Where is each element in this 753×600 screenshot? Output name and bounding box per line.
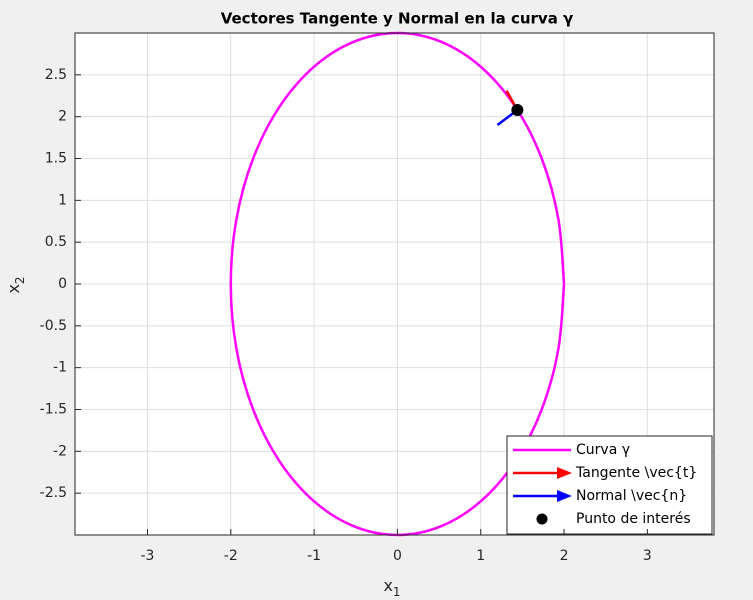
x-tick-label: 2 [560,548,569,564]
point [511,103,524,116]
legend-label: Normal \vec{n} [576,488,687,504]
y-tick-label: -2 [53,443,67,459]
y-tick-label: -2.5 [40,485,67,501]
legend-label: Punto de interés [576,511,691,527]
legend-arrowhead [557,467,572,479]
y-tick-label: -1.5 [40,402,67,418]
x-tick-label: -2 [224,548,238,564]
y-tick-label: 1 [58,192,67,208]
y-tick-label: 0.5 [45,234,67,250]
y-tick-label: 0 [58,276,67,292]
data [229,31,566,537]
x-tick-label: 3 [643,548,652,564]
legend-arrowhead [557,490,572,502]
legend-label: Curva γ [576,442,630,458]
x-axis-label: x1 [383,576,400,599]
y-axis-label: x2 [4,276,27,293]
x-tick-label: 0 [393,548,402,564]
y-tick-label: -1 [53,360,67,376]
y-tick-label: 2 [58,109,67,125]
x-axis-label-sub: 1 [393,585,401,599]
x-tick-label: -1 [307,548,321,564]
y-tick-label: 2.5 [45,67,67,83]
legend-marker [536,513,548,525]
legend: Curva γ Tangente \vec{t} Normal \vec{n} Pun… [506,435,713,535]
legend-label: Tangente \vec{t} [575,465,697,481]
chart-title: Vectores Tangente y Normal en la curva γ [221,10,574,28]
x-tick-label: 1 [476,548,485,564]
y-tick-label: -0.5 [40,318,67,334]
y-axis-label-sub: 2 [13,276,27,284]
x-tick-label: -3 [140,548,154,564]
y-axis-label-base: x [4,284,23,293]
x-axis-label-base: x [383,576,392,595]
curve [229,31,566,537]
y-tick-label: 1.5 [45,151,67,167]
